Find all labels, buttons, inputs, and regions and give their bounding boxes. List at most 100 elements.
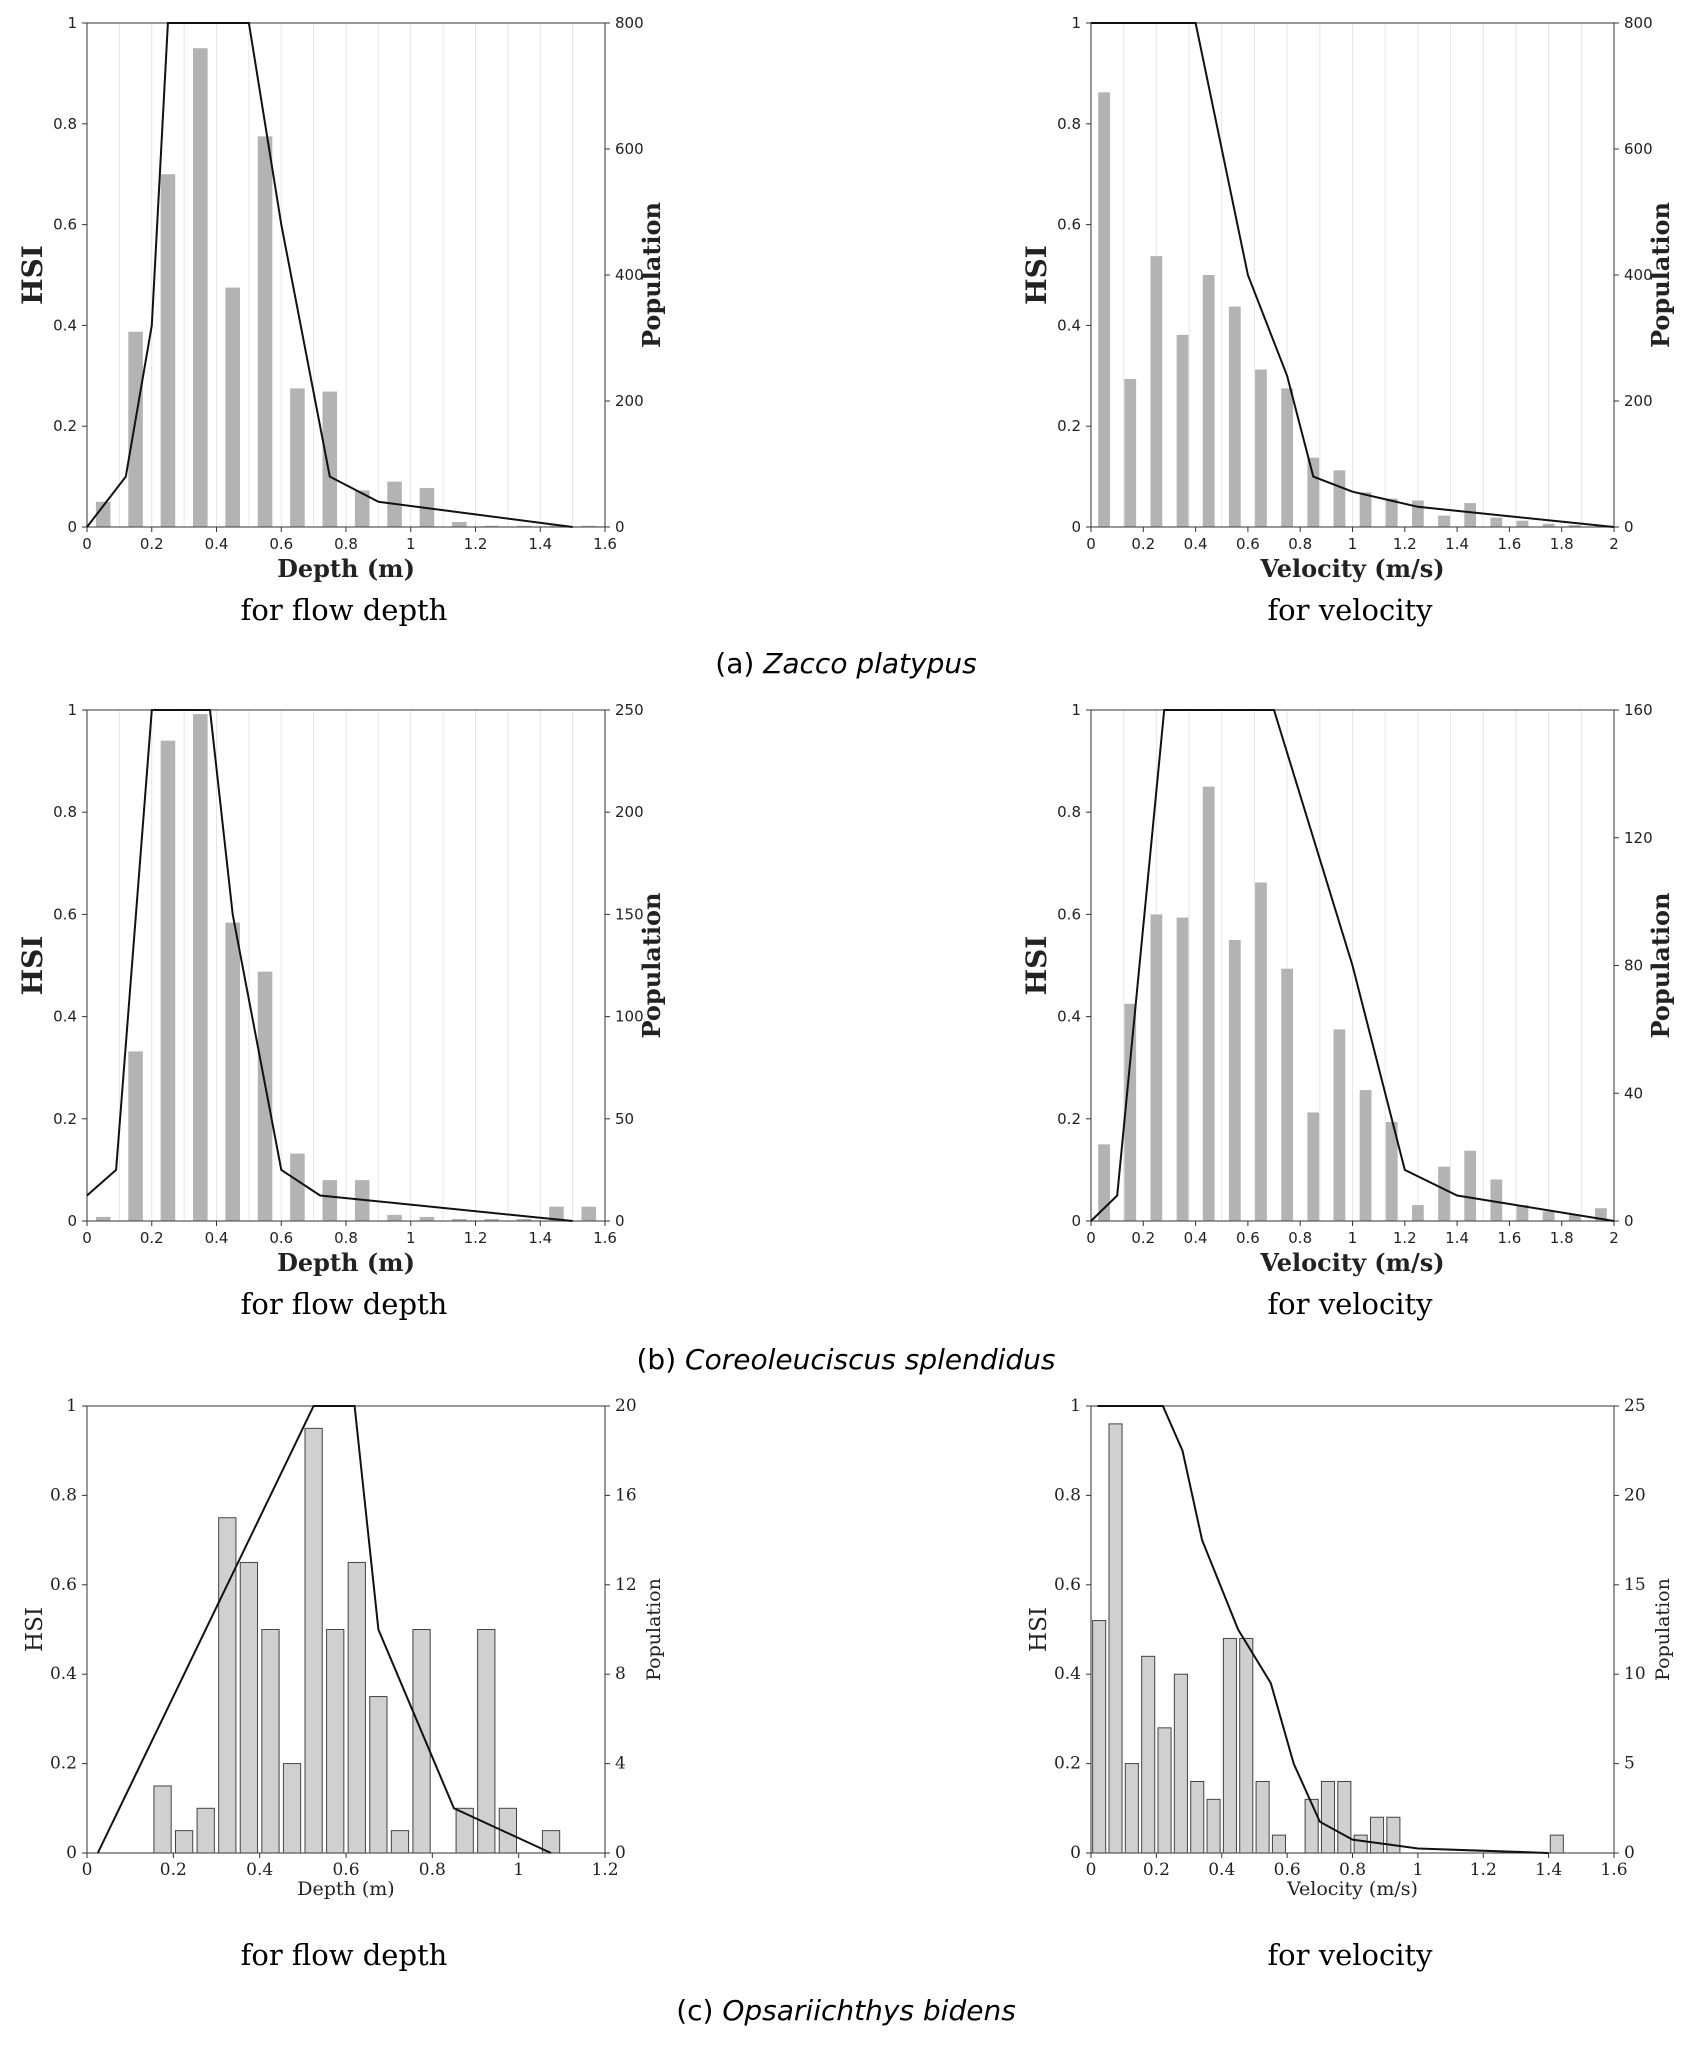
c-velocity-x-tick-label: 0.8 [1339,1860,1366,1880]
b-velocity-y-tick-label: 0.4 [1057,1008,1081,1026]
c-depth-bar [347,1561,366,1854]
c-velocity-hsi-line [1097,1405,1549,1854]
a-depth-x-tick-label: 0 [82,535,92,553]
c-velocity-x-tick-label: 0.4 [1208,1860,1235,1880]
c-velocity-bar [1271,1834,1286,1854]
b-velocity-y-tick-label: 1 [1071,701,1081,719]
c-depth-y-tick-label: 0.6 [50,1575,77,1595]
b-velocity-bar [1568,1214,1581,1221]
c-depth-bar [174,1830,194,1854]
c-velocity-y2-tick-label: 5 [1624,1754,1635,1774]
a-velocity-bar [1202,275,1215,527]
a-velocity-y-axis-label: HSI [1020,245,1053,305]
a-velocity-x-tick-label: 1 [1348,535,1358,553]
c-velocity-y2-axis-label: Population [1652,1578,1674,1681]
c-depth-x-tick-label: 0 [82,1860,93,1880]
a-velocity-x-tick-label: 2 [1609,535,1619,553]
caption-c-depth: for flow depth [240,1938,448,1972]
c-depth-bar [196,1807,215,1854]
c-velocity-x-tick-label: 0 [1086,1860,1097,1880]
c-velocity-y2-tick-label: 15 [1624,1575,1646,1595]
a-velocity-bar [1307,457,1320,527]
a-depth-y-tick-label: 0.6 [53,216,77,234]
b-depth-x-tick-label: 0.2 [140,1229,164,1247]
b-depth-x-tick-label: 0 [82,1229,92,1247]
b-depth-y2-tick-label: 50 [615,1110,634,1128]
a-depth-y2-axis-label: Population [637,202,666,348]
b-depth-bar [549,1206,564,1221]
c-velocity-y2-tick-label: 25 [1624,1396,1646,1416]
caption-c-velocity: for velocity [1267,1938,1433,1972]
c-depth-bar [304,1427,323,1854]
a-velocity-x-tick-label: 0.4 [1184,535,1208,553]
b-velocity-bar [1176,917,1189,1221]
c-velocity-x-tick-label: 0.6 [1274,1860,1301,1880]
c-velocity-bar [1549,1834,1564,1854]
group-label-c: (c) [676,1994,714,2027]
b-velocity-y2-tick-label: 40 [1624,1084,1643,1102]
group-label-b: (b) [636,1343,677,1376]
a-depth-x-tick-label: 0.6 [269,535,293,553]
b-depth-y-tick-label: 0.6 [53,905,77,923]
a-velocity-bar [1281,388,1294,527]
b-depth-x-tick-label: 0.8 [334,1229,358,1247]
c-depth-bar [218,1517,237,1854]
b-velocity-y-tick-label: 0.6 [1057,905,1081,923]
b-velocity-bar [1307,1112,1320,1221]
a-velocity-bar [1516,520,1529,527]
a-depth-bar [290,388,305,527]
a-depth-bar [95,501,111,527]
c-velocity-y-tick-label: 1 [1070,1396,1081,1416]
a-depth-x-tick-label: 0.8 [334,535,358,553]
a-depth-y2-tick-label: 800 [615,14,644,32]
b-velocity-x-tick-label: 1.6 [1497,1229,1521,1247]
a-velocity-y2-tick-label: 0 [1624,518,1634,536]
a-depth-x-tick-label: 0.4 [205,535,229,553]
b-depth-x-axis-label: Depth (m) [277,1248,415,1277]
c-velocity-bar [1222,1637,1237,1854]
c-depth-bar [412,1629,431,1854]
a-velocity-bar [1542,523,1555,527]
b-depth-y-axis-label: HSI [16,936,49,996]
c-depth-x-tick-label: 0.6 [332,1860,359,1880]
c-depth-y2-axis-label: Population [643,1578,665,1681]
b-velocity-bar [1281,968,1294,1221]
b-depth-hsi-line [86,709,573,1222]
c-velocity-y2-tick-label: 20 [1624,1485,1646,1505]
a-depth-bar [257,136,273,527]
a-velocity-bar [1228,306,1241,527]
b-depth-y2-tick-label: 200 [615,803,644,821]
a-depth-x-axis-label: Depth (m) [277,554,415,583]
b-velocity-x-tick-label: 0.2 [1131,1229,1155,1247]
caption-a-depth: for flow depth [240,593,448,627]
b-velocity-x-tick-label: 0 [1086,1229,1096,1247]
a-depth-y-tick-label: 0.2 [53,417,77,435]
c-velocity-y-tick-label: 0.4 [1054,1664,1081,1684]
a-depth-y2-tick-label: 600 [615,140,644,158]
c-velocity-bar [1206,1798,1221,1854]
c-depth-y2-tick-label: 8 [615,1664,626,1684]
b-velocity-bar [1516,1205,1529,1221]
c-velocity-y-axis-label: HSI [1026,1607,1052,1652]
a-velocity-y2-tick-label: 800 [1624,14,1653,32]
a-velocity-y2-tick-label: 600 [1624,140,1653,158]
b-depth-y-tick-label: 0.4 [53,1008,77,1026]
c-depth-y2-tick-label: 16 [615,1485,637,1505]
a-velocity-bar [1490,517,1503,527]
a-depth-y-tick-label: 1 [67,14,77,32]
b-depth-y2-axis-label: Population [637,893,666,1039]
c-velocity-bar [1369,1816,1385,1854]
a-depth-y-tick-label: 0 [67,518,77,536]
a-depth-y2-tick-label: 0 [615,518,625,536]
a-velocity-y-tick-label: 0 [1071,518,1081,536]
a-velocity-bar [1568,525,1581,527]
c-depth-y-tick-label: 1 [66,1396,77,1416]
b-velocity-hsi-line [1090,709,1615,1222]
b-depth-y2-tick-label: 0 [615,1212,625,1230]
a-velocity-y2-tick-label: 200 [1624,392,1653,410]
b-velocity-bar [1098,1144,1110,1221]
c-depth-hsi-line [96,1405,552,1854]
c-depth-y2-tick-label: 20 [615,1396,637,1416]
b-velocity-bar [1464,1150,1477,1221]
